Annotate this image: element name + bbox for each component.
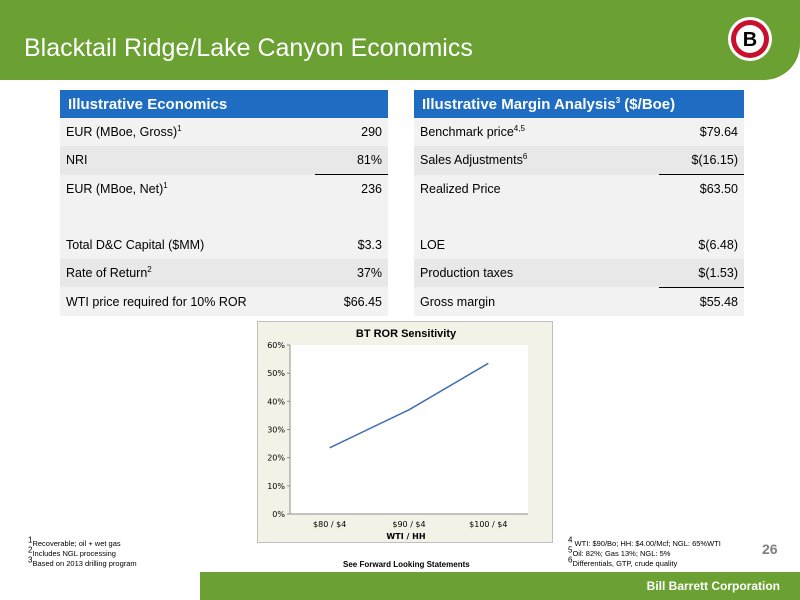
economics-row-label: EUR (MBoe, Gross)1 xyxy=(60,118,315,147)
margin-header: Illustrative Margin Analysis3 ($/Boe) xyxy=(414,90,744,118)
footer-bar: Bill Barrett Corporation xyxy=(200,572,800,600)
margin-row-value: $(1.53) xyxy=(659,259,744,288)
economics-row-label: NRI xyxy=(60,146,315,175)
x-tick-label: $100 / $4 xyxy=(469,520,507,529)
chart-svg: BT ROR Sensitivity 0% 10% 20% 30% 40% 50% 60% $8… xyxy=(267,328,528,541)
economics-row-label: Total D&C Capital ($MM) xyxy=(60,230,315,260)
page-number: 26 xyxy=(762,541,778,557)
economics-header: Illustrative Economics xyxy=(60,90,388,118)
y-tick-label: 20% xyxy=(267,454,285,463)
margin-row-value: $(6.48) xyxy=(659,230,744,260)
slide-title: Blacktail Ridge/Lake Canyon Economics xyxy=(24,34,473,62)
y-tick-label: 60% xyxy=(267,341,285,350)
y-tick-label: 50% xyxy=(267,369,285,378)
footer-company-name: Bill Barrett Corporation xyxy=(646,579,780,593)
footnote: 5Oil: 82%; Gas 13%; NGL: 5% xyxy=(568,545,671,558)
margin-row-value: $55.48 xyxy=(659,287,744,316)
margin-row-label: Realized Price xyxy=(414,174,659,203)
margin-row-value: $63.50 xyxy=(659,174,744,203)
economics-row: Total D&C Capital ($MM) $3.3 xyxy=(60,230,388,260)
margin-row-label xyxy=(414,202,659,231)
logo-letter: B xyxy=(743,29,757,51)
margin-row-label: Benchmark price4,5 xyxy=(414,118,659,147)
chart-title: BT ROR Sensitivity xyxy=(356,328,457,340)
economics-row-value: 81% xyxy=(315,146,388,176)
economics-row: EUR (MBoe, Gross)1 290 xyxy=(60,118,388,147)
economics-row-value: $66.45 xyxy=(315,287,388,316)
illustrative-economics-table: Illustrative Economics EUR (MBoe, Gross)… xyxy=(60,90,388,316)
plot-area xyxy=(290,345,528,514)
footnote: 4 WTI: $90/Bo; HH: $4.00/Mcf; NGL: 65%WT… xyxy=(568,535,721,548)
header-bar xyxy=(0,0,800,80)
economics-row-value xyxy=(315,202,388,231)
economics-row xyxy=(60,202,388,231)
margin-row-value: $79.64 xyxy=(659,118,744,147)
margin-row-label: Production taxes xyxy=(414,259,659,288)
economics-row-value: 236 xyxy=(315,174,388,203)
y-tick-label: 30% xyxy=(267,426,285,435)
footnote: 2Includes NGL processing xyxy=(28,545,116,558)
y-tick-label: 10% xyxy=(267,482,285,491)
economics-row-value: $3.3 xyxy=(315,230,388,260)
economics-row: EUR (MBoe, Net)1 236 xyxy=(60,174,388,203)
economics-row-label xyxy=(60,202,315,231)
y-tick-label: 40% xyxy=(267,397,285,406)
economics-row-label: Rate of Return2 xyxy=(60,259,315,288)
x-tick-label: $90 / $4 xyxy=(392,520,425,529)
forward-looking-statement[interactable]: See Forward Looking Statements xyxy=(343,560,470,569)
margin-analysis-table: Illustrative Margin Analysis3 ($/Boe) Be… xyxy=(414,90,744,316)
economics-row-label: EUR (MBoe, Net)1 xyxy=(60,174,315,203)
footnotes-right: 4 WTI: $90/Bo; HH: $4.00/Mcf; NGL: 65%WT… xyxy=(568,535,721,569)
x-tick-label: $80 / $4 xyxy=(313,520,346,529)
company-logo-icon: B xyxy=(728,17,772,61)
footnotes-left: 1Recoverable; oil + wet gas 2Includes NGL… xyxy=(28,535,137,569)
y-tick-label: 0% xyxy=(272,510,285,519)
economics-row-value: 290 xyxy=(315,118,388,147)
ror-sensitivity-chart: BT ROR Sensitivity 0% 10% 20% 30% 40% 50% 60% $8… xyxy=(257,321,553,543)
footnote: 3Based on 2013 drilling program xyxy=(28,555,137,568)
economics-row-value: 37% xyxy=(315,259,388,288)
footnote: 1Recoverable; oil + wet gas xyxy=(28,535,121,548)
economics-row-label: WTI price required for 10% ROR xyxy=(60,287,315,316)
margin-row-value xyxy=(659,202,744,231)
economics-row: NRI 81% xyxy=(60,146,388,176)
margin-row: Sales Adjustments6 $(16.15) xyxy=(414,146,744,176)
margin-row: Production taxes $(1.53) xyxy=(414,259,744,288)
margin-row-label: Sales Adjustments6 xyxy=(414,146,659,175)
footnote: 6Differentials, GTP, crude quality xyxy=(568,555,678,568)
margin-row-value: $(16.15) xyxy=(659,146,744,176)
margin-row: Realized Price $63.50 xyxy=(414,174,744,203)
margin-row: Gross margin $55.48 xyxy=(414,287,744,316)
margin-row: Benchmark price4,5 $79.64 xyxy=(414,118,744,147)
x-axis-label: WTI / HH xyxy=(386,532,425,541)
margin-row-label: Gross margin xyxy=(414,287,659,316)
margin-row-label: LOE xyxy=(414,230,659,260)
economics-row: Rate of Return2 37% xyxy=(60,259,388,288)
margin-row xyxy=(414,202,744,231)
margin-row: LOE $(6.48) xyxy=(414,230,744,260)
economics-row: WTI price required for 10% ROR $66.45 xyxy=(60,287,388,316)
